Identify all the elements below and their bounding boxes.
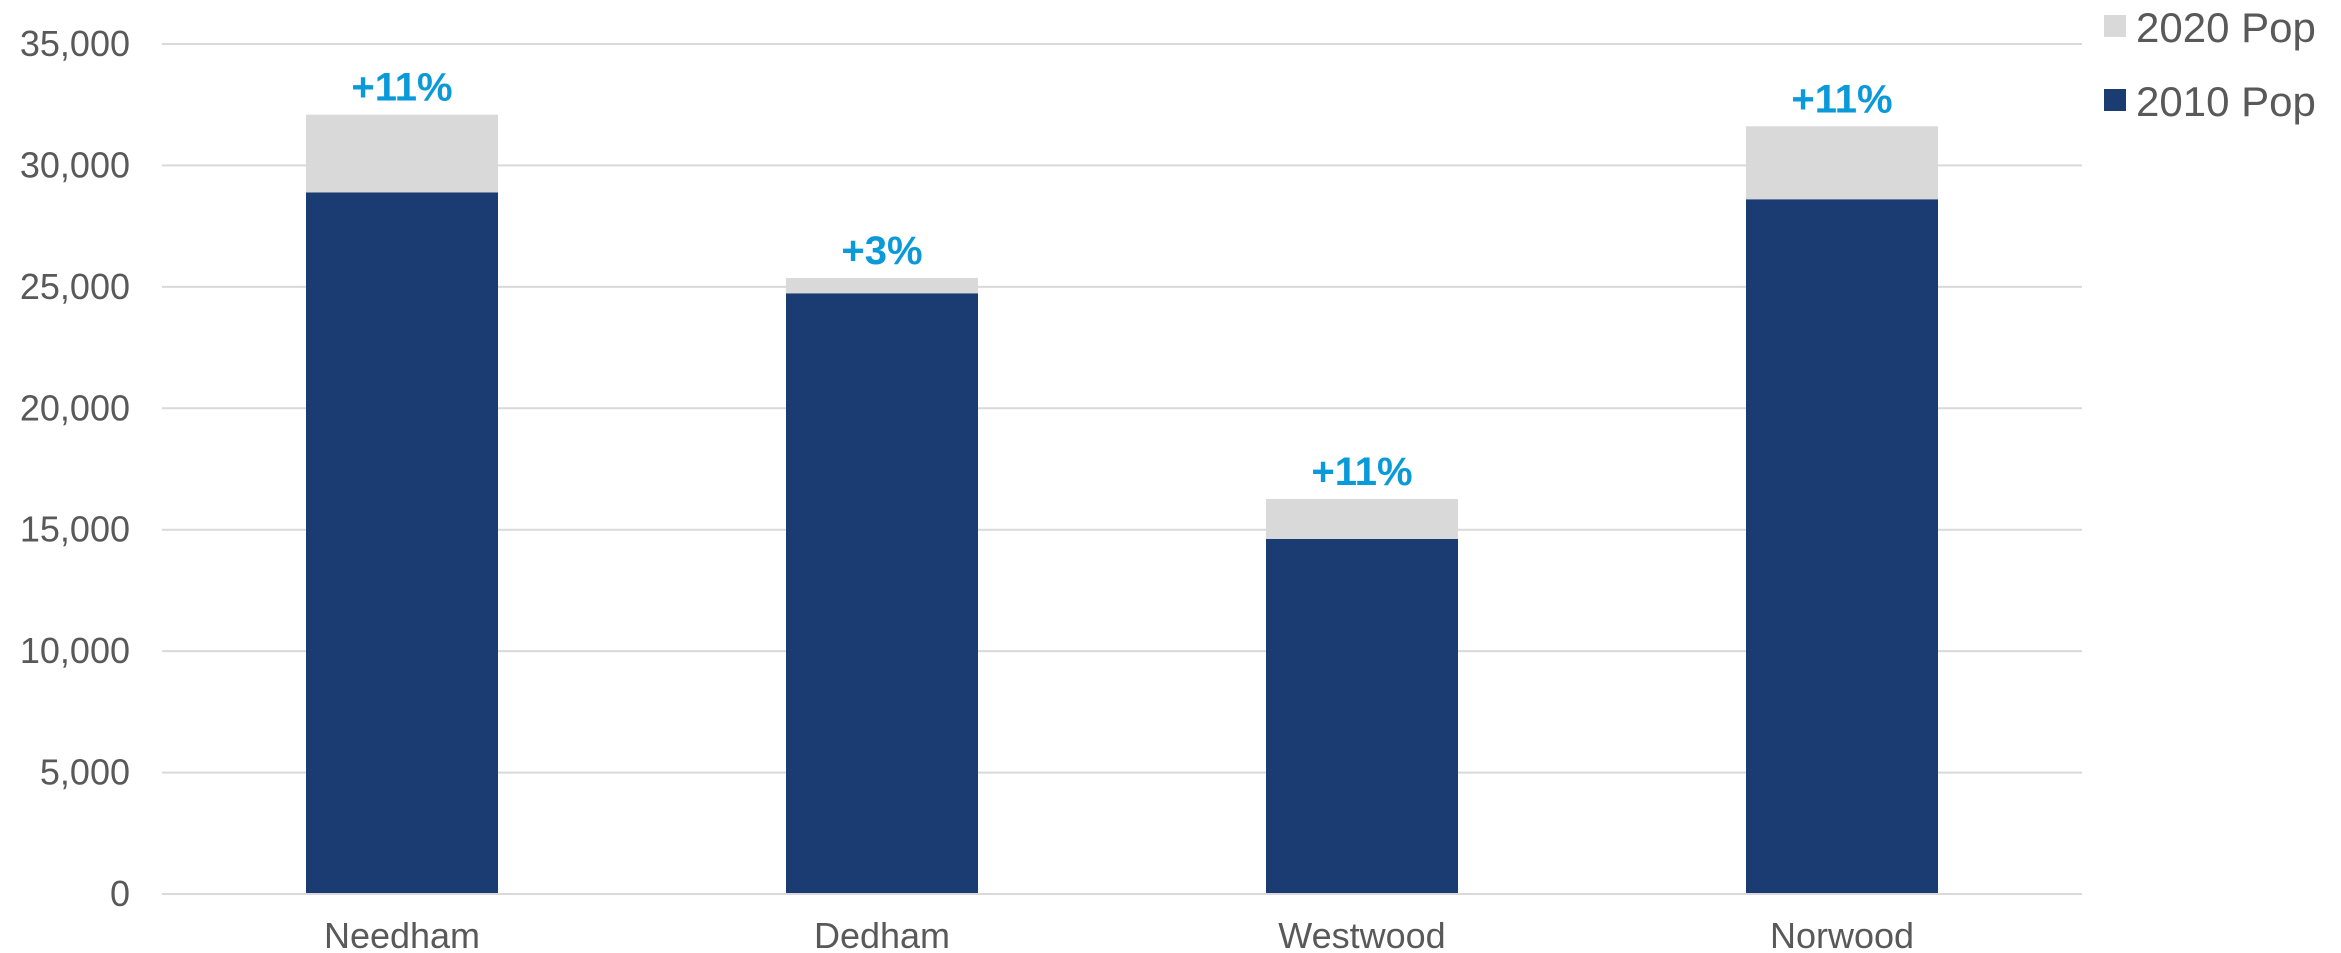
y-axis: 0 5,000 10,000 15,000 20,000 25,000 30,000 35,0… bbox=[20, 23, 130, 914]
legend-swatch bbox=[2104, 89, 2126, 111]
legend: 2020 Pop 2010 Pop bbox=[2104, 4, 2316, 125]
bar-2010-needham bbox=[306, 192, 498, 895]
bar-2020-needham bbox=[306, 114, 498, 193]
growth-label-dedham: +3% bbox=[841, 229, 922, 273]
legend-label: 2010 Pop bbox=[2136, 78, 2316, 125]
growth-label-norwood: +11% bbox=[1791, 77, 1892, 121]
bars: +11% +3% +11% +11% bbox=[306, 66, 1938, 895]
bar-2020-westwood bbox=[1266, 498, 1458, 539]
y-tick-label: 20,000 bbox=[20, 387, 130, 428]
growth-label-needham: +11% bbox=[351, 66, 452, 110]
y-tick-label: 15,000 bbox=[20, 509, 130, 550]
y-tick-label: 35,000 bbox=[20, 23, 130, 64]
legend-label: 2020 Pop bbox=[2136, 4, 2316, 51]
bar-2010-dedham bbox=[786, 293, 978, 894]
x-tick-label: Westwood bbox=[1278, 915, 1445, 953]
x-axis: Needham Dedham Westwood Norwood bbox=[162, 893, 2082, 953]
bar-2010-norwood bbox=[1746, 199, 1938, 894]
y-tick-label: 5,000 bbox=[40, 752, 130, 793]
y-tick-label: 0 bbox=[110, 873, 130, 914]
x-tick-label: Needham bbox=[324, 915, 480, 953]
bar-2020-norwood bbox=[1746, 126, 1938, 200]
x-tick-label: Norwood bbox=[1770, 915, 1914, 953]
bar-2010-westwood bbox=[1266, 538, 1458, 894]
legend-swatch bbox=[2104, 15, 2126, 37]
growth-label-westwood: +11% bbox=[1311, 450, 1412, 494]
y-tick-label: 30,000 bbox=[20, 144, 130, 185]
bar-2020-dedham bbox=[786, 278, 978, 294]
x-tick-label: Dedham bbox=[814, 915, 950, 953]
y-tick-label: 25,000 bbox=[20, 266, 130, 307]
y-tick-label: 10,000 bbox=[20, 630, 130, 671]
